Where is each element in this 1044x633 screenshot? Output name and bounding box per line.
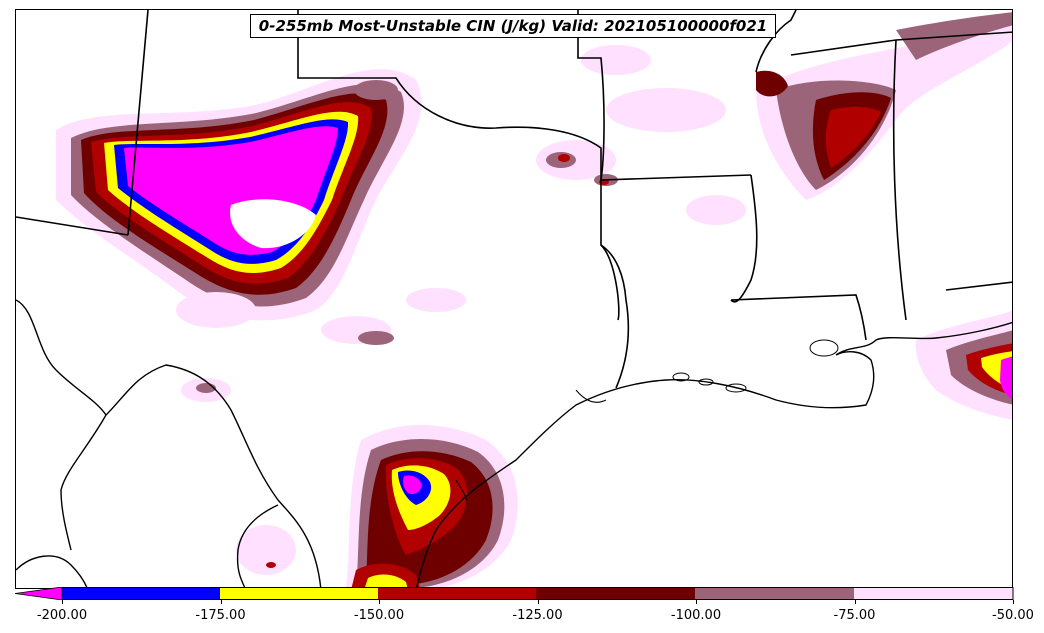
cin-plume-northeast — [756, 11, 1012, 200]
state-boundaries — [16, 10, 1012, 389]
map-title: 0-255mb Most-Unstable CIN (J/kg) Valid: … — [250, 14, 776, 38]
colorbar-tick-mark — [220, 600, 222, 604]
cin-band-dark-red — [756, 70, 788, 97]
map-panel — [15, 9, 1013, 589]
cin-plume-south-texas — [346, 425, 518, 588]
coastal-features — [455, 339, 839, 506]
colorbar-outline — [61, 587, 1014, 600]
colorbar-tick-mark — [379, 600, 380, 604]
cin-plume-northwest — [56, 69, 422, 321]
cin-core-magenta — [403, 475, 422, 495]
colorbar-segment-lt-neg200 — [15, 587, 63, 600]
colorbar-segment-neg200-neg175 — [62, 587, 220, 600]
colorbar-tick-mark — [537, 600, 539, 604]
colorbar-tick-label: -175.00 — [195, 608, 246, 623]
cin-map — [16, 10, 1012, 588]
colorbar — [15, 587, 1014, 600]
colorbar-tick-label: -150.00 — [353, 608, 405, 623]
cin-band-red — [825, 106, 881, 168]
cin-hole-white — [230, 199, 316, 249]
colorbar-tick-mark — [854, 600, 856, 604]
colorbar-tick-label: -125.00 — [512, 608, 563, 623]
colorbar-segment-neg150-neg125 — [378, 587, 536, 600]
cin-core-magenta — [1000, 356, 1012, 400]
colorbar-segment-neg100-neg75 — [695, 587, 854, 600]
colorbar-tick-mark — [62, 600, 63, 604]
mexico-border-and-coast — [16, 299, 1012, 588]
colorbar-tick-mark — [696, 600, 697, 604]
colorbar-tick-label: -200.00 — [36, 608, 88, 623]
cin-band-yellow — [364, 574, 408, 588]
colorbar-tick-label: -100.00 — [670, 608, 722, 623]
colorbar-segment-neg175-neg150 — [220, 587, 378, 600]
colorbar-tick-label: -75.00 — [833, 608, 876, 623]
colorbar-segment-neg75-neg50 — [854, 587, 1013, 600]
colorbar-tick-label: -50.00 — [992, 608, 1034, 623]
colorbar-segment-neg125-neg100 — [536, 587, 695, 600]
colorbar-tick-mark — [1013, 600, 1014, 604]
